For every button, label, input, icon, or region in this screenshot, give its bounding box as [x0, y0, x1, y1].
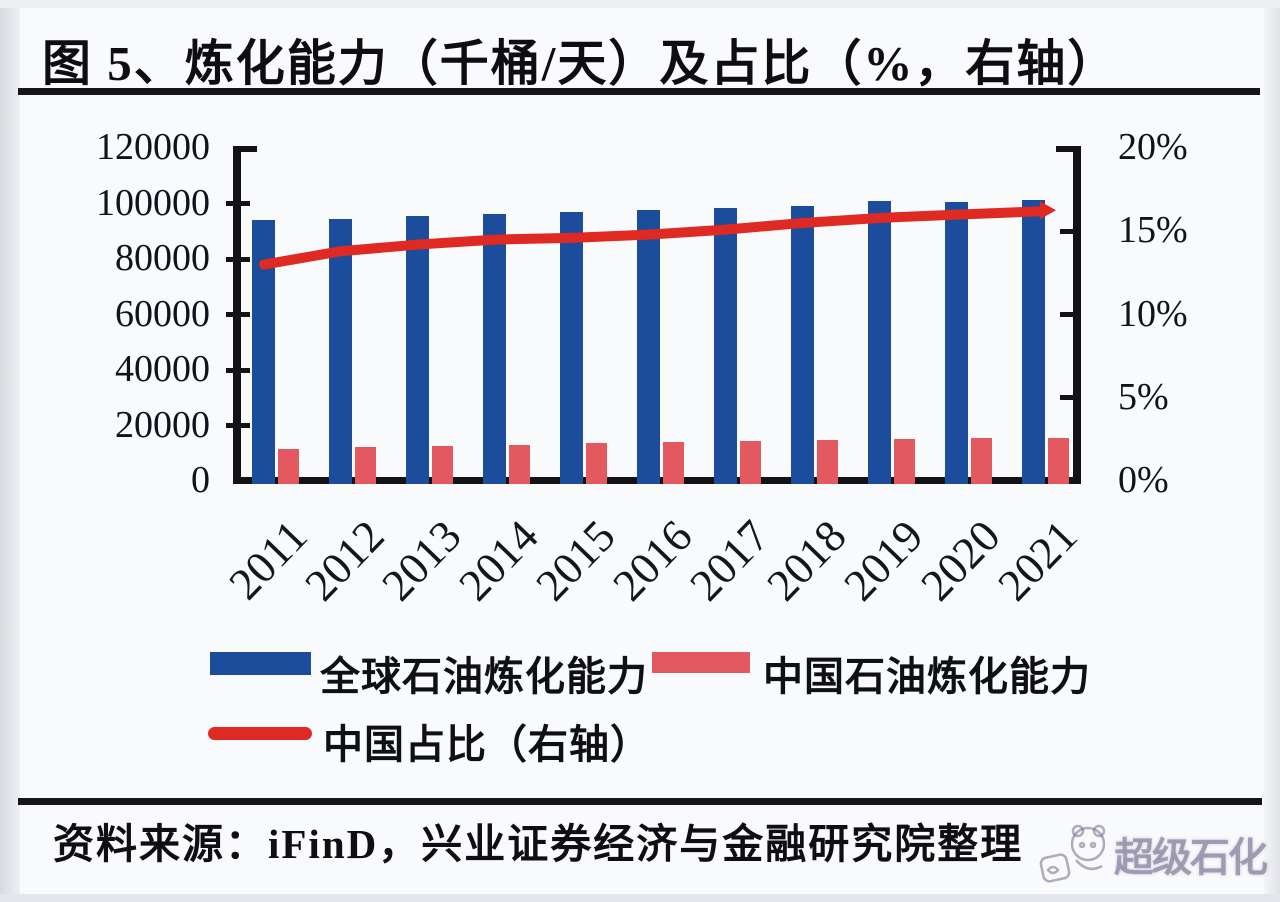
legend-swatch-share-line: [208, 727, 312, 740]
y-axis-left-label: 60000: [115, 292, 210, 335]
y-axis-left-tick: [233, 146, 257, 152]
bar-china-2016: [662, 442, 684, 484]
watermark-text: 超级石化: [1114, 835, 1268, 880]
y-axis-left-tick: [226, 367, 250, 373]
y-axis-right-label: 15%: [1118, 209, 1188, 252]
y-axis-right-label: 20%: [1118, 126, 1188, 169]
bar-china-2020: [970, 438, 992, 484]
y-axis-left-tick: [226, 201, 250, 206]
bar-china-2014: [508, 444, 530, 484]
bar-china-2017: [739, 440, 761, 484]
y-axis-left-label: 20000: [115, 403, 210, 446]
bar-global-2013: [405, 216, 429, 484]
share-line: [259, 206, 1047, 270]
bar-china-2018: [816, 439, 838, 484]
y-axis-right-tick: [1060, 395, 1081, 401]
bar-global-2021: [1021, 199, 1045, 484]
bar-global-2012: [328, 218, 352, 484]
y-axis-left-label: 0: [191, 459, 210, 502]
bar-global-2019: [867, 200, 891, 484]
legend-swatch-global-bar: [210, 652, 311, 675]
bar-global-2011: [251, 220, 275, 484]
y-axis-left-label: 80000: [115, 237, 210, 280]
y-axis-left-tick: [226, 423, 250, 428]
y-axis-right-label: 5%: [1118, 375, 1169, 418]
bar-global-2014: [482, 213, 506, 484]
bar-china-2011: [277, 448, 299, 484]
watermark-mascot-icon: [1039, 824, 1106, 883]
y-axis-right-tick: [1056, 146, 1081, 152]
bar-china-2013: [431, 445, 453, 484]
legend-label-share: 中国占比（右轴）: [323, 722, 651, 767]
bar-global-2018: [790, 205, 814, 484]
y-axis-left-label: 40000: [115, 348, 210, 391]
bar-global-2017: [713, 208, 737, 484]
y-axis-left-label: 100000: [96, 181, 210, 224]
bar-global-2015: [559, 211, 583, 484]
bar-china-2021: [1047, 437, 1069, 484]
legend-label-china: 中国石油炼化能力: [763, 654, 1091, 699]
bar-global-2020: [944, 201, 968, 484]
y-axis-right-tick: [1060, 312, 1081, 317]
y-axis-right-label: 10%: [1118, 292, 1188, 335]
legend-label-global: 全球石油炼化能力: [320, 654, 648, 699]
y-axis-left-tick: [226, 312, 250, 317]
bar-global-2016: [636, 209, 660, 484]
share-line-arrow-tip: [1040, 201, 1056, 220]
title-divider: [18, 88, 1260, 95]
watermark: 超级石化: [1038, 812, 1268, 896]
bar-china-2012: [354, 447, 376, 484]
footer-divider: [18, 798, 1262, 805]
bar-china-2015: [585, 443, 607, 484]
y-axis-right-label: 0%: [1118, 459, 1169, 502]
y-axis-left-tick: [226, 256, 250, 262]
figure-title: 图 5、炼化能力（千桶/天）及占比（%，右轴）: [42, 36, 1119, 91]
bar-china-2019: [893, 438, 915, 484]
y-axis-right-tick: [1060, 228, 1081, 234]
source-note: 资料来源：iFinD，兴业证券经济与金融研究院整理: [53, 821, 1024, 867]
y-axis-left-label: 120000: [96, 126, 210, 169]
legend-swatch-china-bar: [652, 652, 750, 673]
